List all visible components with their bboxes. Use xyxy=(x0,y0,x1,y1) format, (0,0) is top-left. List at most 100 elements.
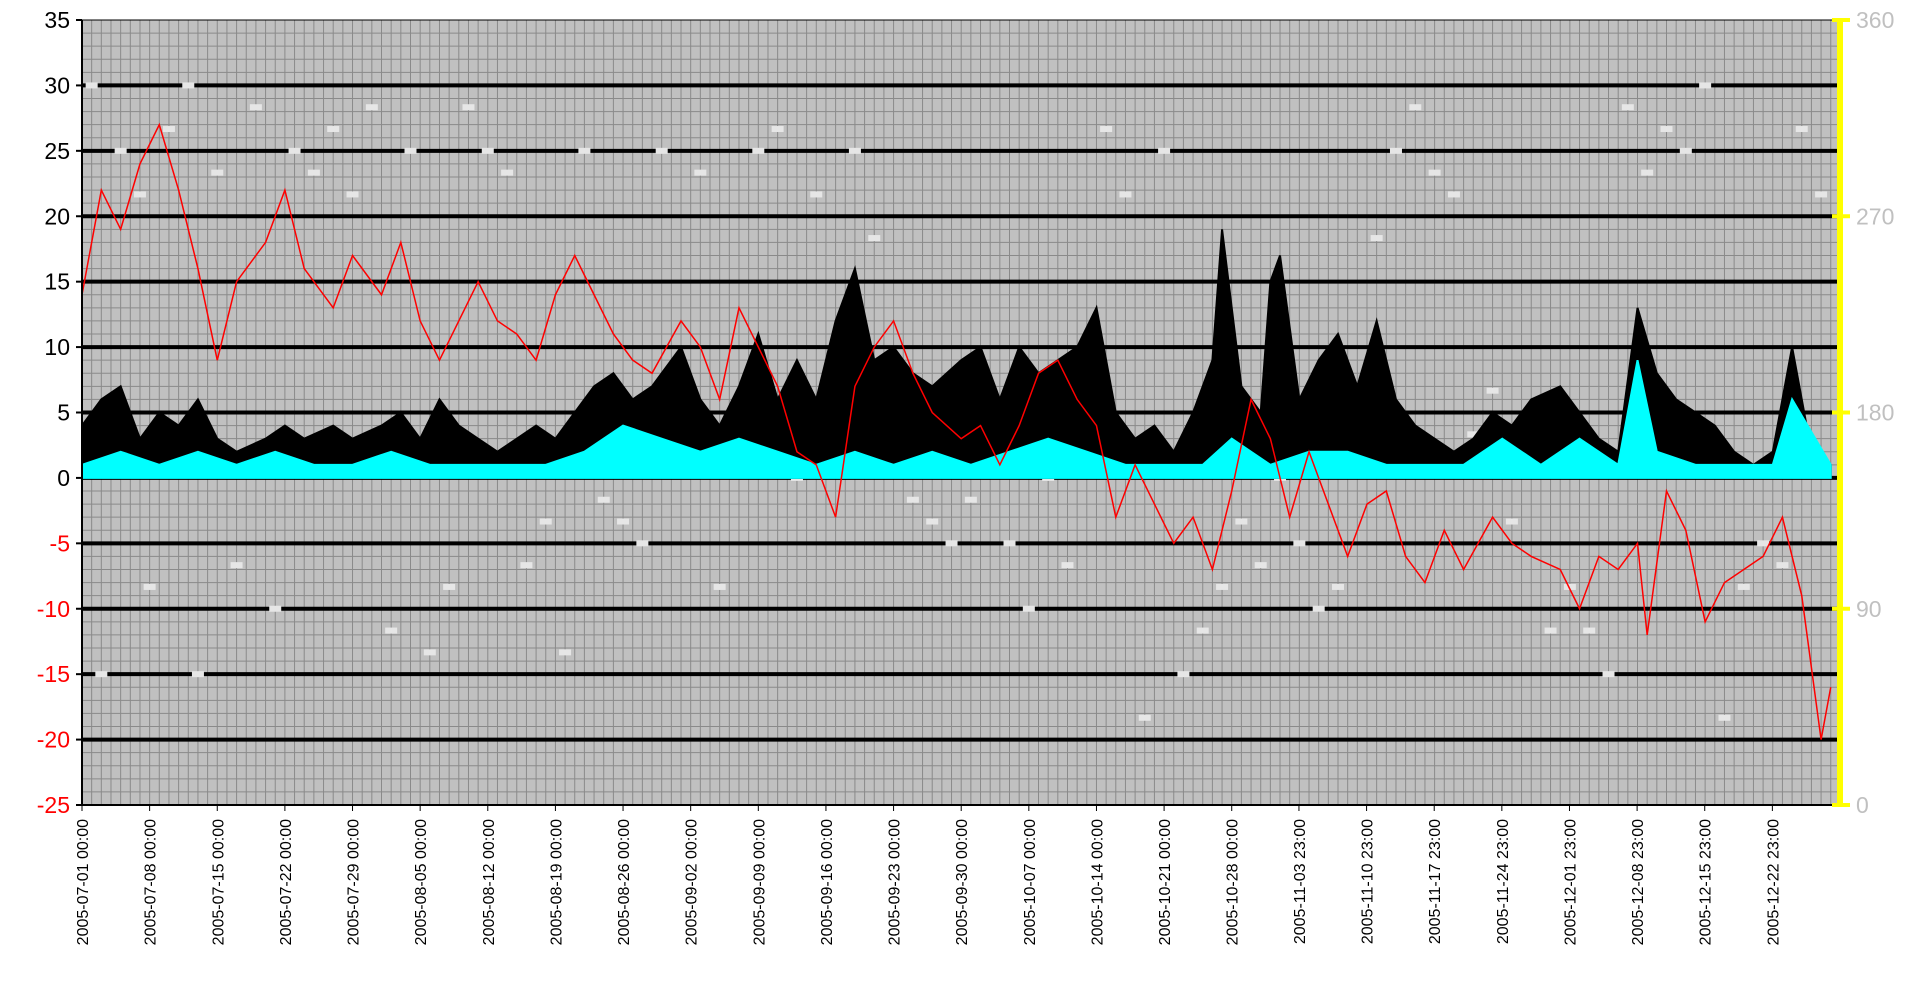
left-tick-label: -25 xyxy=(37,792,70,818)
direction-mark xyxy=(162,126,175,133)
direction-mark xyxy=(462,104,475,111)
direction-mark xyxy=(1254,562,1267,569)
direction-mark xyxy=(1119,191,1132,198)
left-tick-label: 15 xyxy=(44,269,70,295)
x-tick-label: 2005-11-10 23:00 xyxy=(1360,819,1377,944)
left-axis-tick-labels: 35 30 25 20 15 10 5 0 -5 -10 -15 -20 -25 xyxy=(37,7,82,818)
direction-mark xyxy=(694,169,707,176)
direction-mark xyxy=(926,518,939,525)
right-tick-label: 90 xyxy=(1856,596,1882,622)
left-tick-label: -5 xyxy=(50,530,70,556)
x-tick-label: 2005-08-05 00:00 xyxy=(413,819,430,945)
x-tick-label: 2005-09-02 00:00 xyxy=(684,819,701,945)
right-tick-label: 360 xyxy=(1856,7,1894,33)
direction-mark xyxy=(114,147,127,154)
x-tick-label: 2005-07-01 00:00 xyxy=(75,819,92,945)
direction-mark xyxy=(520,562,533,569)
x-tick-label: 2005-11-24 23:00 xyxy=(1495,819,1512,944)
left-tick-label: 35 xyxy=(44,7,70,33)
direction-mark xyxy=(636,540,649,547)
direction-mark xyxy=(365,104,378,111)
direction-mark xyxy=(1409,104,1422,111)
direction-mark xyxy=(1641,169,1654,176)
x-tick-label: 2005-07-15 00:00 xyxy=(210,819,227,945)
direction-mark xyxy=(810,191,823,198)
direction-mark xyxy=(1370,235,1383,242)
speed-max-area xyxy=(81,229,1832,479)
x-tick-label: 2005-09-16 00:00 xyxy=(819,819,836,945)
x-tick-label: 2005-09-23 00:00 xyxy=(887,819,904,945)
x-tick-label: 2005-09-09 00:00 xyxy=(751,819,768,945)
direction-mark xyxy=(1467,431,1480,438)
direction-mark xyxy=(230,562,243,569)
direction-mark xyxy=(1718,714,1731,721)
left-tick-label: 25 xyxy=(44,138,70,164)
direction-mark xyxy=(945,540,958,547)
direction-mark xyxy=(1022,605,1035,612)
x-tick-label: 2005-10-28 00:00 xyxy=(1225,819,1242,945)
direction-mark xyxy=(85,82,98,89)
direction-mark xyxy=(1428,169,1441,176)
direction-mark xyxy=(1177,671,1190,678)
direction-mark xyxy=(133,191,146,198)
direction-mark xyxy=(1660,126,1673,133)
direction-mark xyxy=(1447,191,1460,198)
direction-mark xyxy=(1389,147,1402,154)
direction-mark xyxy=(1679,147,1692,154)
left-tick-label: 10 xyxy=(44,334,70,360)
temperature-series xyxy=(81,122,1832,740)
direction-mark xyxy=(578,147,591,154)
direction-mark xyxy=(1544,627,1557,634)
speed-mean-area xyxy=(81,359,1832,479)
left-tick-label: 20 xyxy=(44,203,70,229)
direction-mark xyxy=(906,496,919,503)
direction-mark xyxy=(597,496,610,503)
direction-mark xyxy=(423,649,436,656)
direction-mark xyxy=(1061,562,1074,569)
direction-mark xyxy=(269,605,282,612)
direction-mark xyxy=(1196,627,1209,634)
direction-mark xyxy=(1312,605,1325,612)
x-tick-label: 2005-07-08 00:00 xyxy=(143,819,160,945)
x-tick-label: 2005-08-26 00:00 xyxy=(616,819,633,945)
direction-mark xyxy=(1699,82,1712,89)
direction-mark xyxy=(848,147,861,154)
direction-mark xyxy=(385,627,398,634)
x-tick-label: 2005-12-15 23:00 xyxy=(1698,819,1715,945)
direction-mark xyxy=(327,126,340,133)
x-tick-label: 2005-12-01 23:00 xyxy=(1562,819,1579,945)
direction-mark xyxy=(404,147,417,154)
direction-mark xyxy=(307,169,320,176)
x-tick-label: 2005-10-21 00:00 xyxy=(1157,819,1174,945)
direction-mark xyxy=(1158,147,1171,154)
direction-mark xyxy=(1737,583,1750,590)
direction-mark xyxy=(1505,518,1518,525)
x-tick-label: 2005-12-22 23:00 xyxy=(1765,819,1782,945)
direction-mark xyxy=(143,583,156,590)
direction-mark xyxy=(539,518,552,525)
speed-max-series xyxy=(81,229,1832,479)
x-tick-label: 2005-08-19 00:00 xyxy=(548,819,565,945)
direction-mark xyxy=(1602,671,1615,678)
direction-mark xyxy=(771,126,784,133)
direction-mark xyxy=(655,147,668,154)
direction-mark xyxy=(1795,126,1808,133)
direction-mark xyxy=(249,104,262,111)
direction-mark xyxy=(559,649,572,656)
x-axis-tick-labels: 2005-07-01 00:00 2005-07-08 00:00 2005-07-… xyxy=(75,805,1782,945)
direction-mark xyxy=(1757,540,1770,547)
direction-mark xyxy=(1293,540,1306,547)
direction-mark xyxy=(443,583,456,590)
direction-mark xyxy=(752,147,765,154)
direction-mark xyxy=(1003,540,1016,547)
direction-mark xyxy=(1815,191,1828,198)
x-tick-label: 2005-12-08 23:00 xyxy=(1630,819,1647,945)
direction-mark xyxy=(1563,583,1576,590)
x-tick-label: 2005-10-14 00:00 xyxy=(1089,819,1106,945)
left-tick-label: -20 xyxy=(37,727,70,753)
left-tick-label: -15 xyxy=(37,661,70,687)
direction-mark xyxy=(1100,126,1113,133)
right-tick-label: 180 xyxy=(1856,400,1894,426)
